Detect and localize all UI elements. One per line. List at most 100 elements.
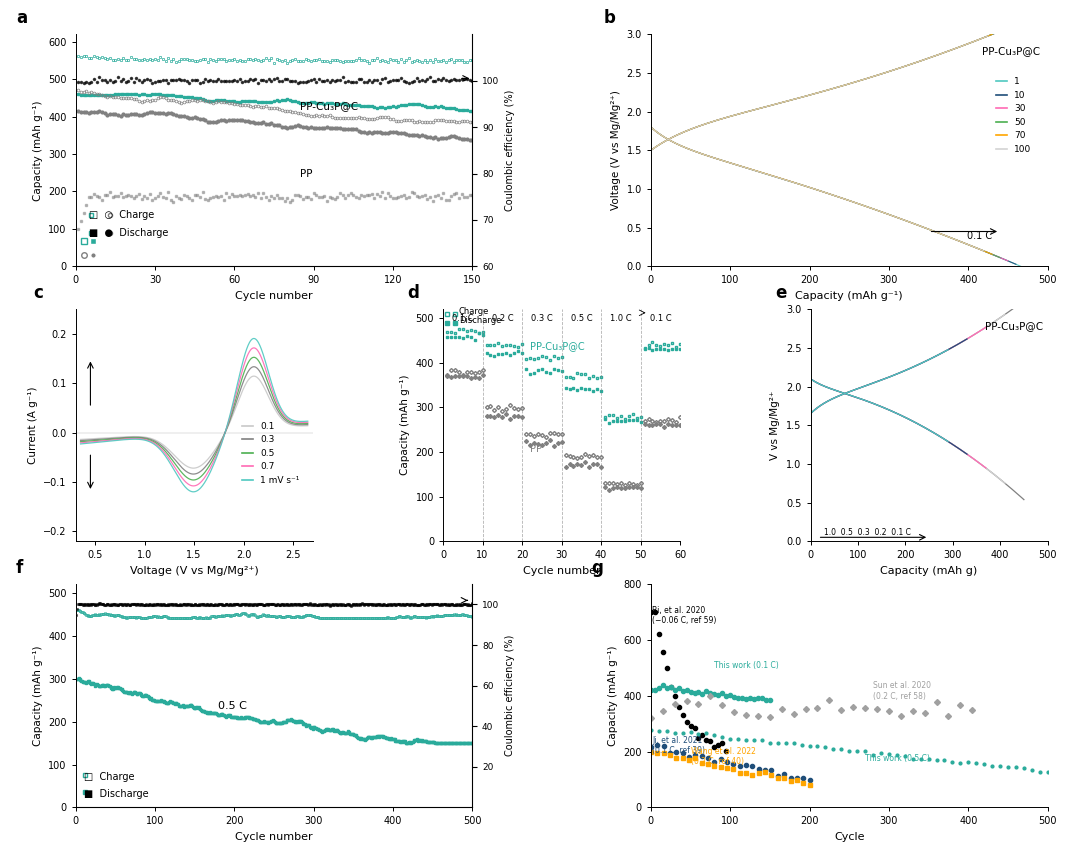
Bi, et al. 2020 [664, 682, 677, 692]
Bi, et al. 2020 [696, 730, 708, 740]
Bi, et al. 2020 [660, 663, 673, 673]
Y-axis label: Capacity (mAh g⁻¹): Capacity (mAh g⁻¹) [32, 101, 42, 200]
Sun et al. 2020 [882, 706, 895, 716]
Ji, et al. 2021 [733, 761, 746, 771]
Text: Bi, et al. 2020
(−0.06 C, ref 59): Bi, et al. 2020 (−0.06 C, ref 59) [652, 606, 717, 625]
Text: Discharge: Discharge [459, 315, 501, 325]
This work (0.1 C) [692, 687, 705, 698]
Line: This work (0.1 C): This work (0.1 C) [649, 683, 772, 702]
This work (0.1 C) [743, 693, 756, 704]
Wang et al. 2022 [720, 762, 733, 772]
X-axis label: Cycle number: Cycle number [523, 566, 600, 576]
Text: 0.1 C: 0.1 C [649, 314, 671, 323]
Wang et al. 2022 [696, 758, 708, 769]
Bi, et al. 2020 [712, 740, 725, 751]
X-axis label: Cycle: Cycle [834, 832, 864, 842]
Text: Wang et al. 2022
(0.2 C, ref 40): Wang et al. 2022 (0.2 C, ref 40) [690, 746, 755, 766]
Text: f: f [16, 559, 24, 577]
Sun et al. 2020 [657, 706, 670, 716]
Wang et al. 2022 [683, 755, 696, 765]
This work (0.5 C) [1034, 766, 1047, 777]
This work (0.1 C) [680, 685, 693, 696]
Ji, et al. 2021 [689, 750, 702, 760]
This work (0.1 C) [756, 693, 769, 704]
Line: Wang et al. 2022: Wang et al. 2022 [649, 750, 812, 788]
Bi, et al. 2020 [680, 717, 693, 728]
Wang et al. 2022 [771, 773, 784, 783]
Ji, et al. 2021 [683, 752, 696, 762]
Wang et al. 2022 [797, 777, 810, 788]
Y-axis label: Voltage (V vs Mg/Mg²⁺): Voltage (V vs Mg/Mg²⁺) [611, 90, 621, 210]
Sun et al. 2020 [942, 711, 955, 722]
Ji, et al. 2021 [645, 742, 658, 752]
Sun et al. 2020 [954, 699, 967, 710]
Bi, et al. 2020 [692, 733, 705, 743]
Bi, et al. 2020 [719, 746, 732, 756]
Text: c: c [32, 283, 43, 302]
Wang et al. 2022 [784, 776, 797, 786]
Sun et al. 2020 [680, 696, 693, 706]
Text: PP-Cu₃P@C: PP-Cu₃P@C [982, 46, 1040, 56]
Text: Charge: Charge [459, 307, 489, 316]
Sun et al. 2020 [728, 707, 741, 717]
Sun et al. 2020 [918, 708, 931, 718]
Sun et al. 2020 [847, 702, 860, 712]
Ji, et al. 2021 [702, 752, 715, 763]
Wang et al. 2022 [733, 767, 746, 777]
Text: Sun et al. 2020
(0.2 C, ref 58): Sun et al. 2020 (0.2 C, ref 58) [873, 681, 931, 701]
This work (0.1 C) [672, 683, 685, 693]
Y-axis label: Capacity (mAh g⁻¹): Capacity (mAh g⁻¹) [608, 646, 618, 746]
Wang et al. 2022 [791, 775, 804, 785]
Bi, et al. 2020 [657, 647, 670, 657]
Bi, et al. 2020 [684, 721, 697, 731]
Sun et al. 2020 [775, 704, 788, 714]
Sun et al. 2020 [870, 704, 883, 714]
Sun et al. 2020 [764, 712, 777, 722]
X-axis label: Capacity (mAh g⁻¹): Capacity (mAh g⁻¹) [796, 291, 903, 301]
This work (0.5 C) [764, 738, 777, 748]
Ji, et al. 2021 [771, 771, 784, 781]
Text: a: a [16, 9, 27, 27]
This work (0.1 C) [724, 690, 737, 700]
Sun et al. 2020 [823, 695, 836, 705]
Ji, et al. 2021 [791, 773, 804, 783]
Wang et al. 2022 [676, 752, 689, 763]
Legend: 1, 10, 30, 50, 70, 100: 1, 10, 30, 50, 70, 100 [993, 74, 1035, 157]
Text: 1.0 C: 1.0 C [610, 314, 632, 323]
This work (0.5 C) [1041, 766, 1054, 777]
This work (0.1 C) [719, 691, 732, 702]
Wang et al. 2022 [670, 753, 683, 764]
This work (0.5 C) [906, 753, 919, 764]
This work (0.1 C) [740, 693, 753, 704]
Bi, et al. 2020 [648, 606, 661, 617]
Ji, et al. 2021 [746, 761, 759, 771]
Ji, et al. 2021 [657, 741, 670, 752]
Ji, et al. 2021 [740, 760, 753, 771]
Text: 0.5 C: 0.5 C [218, 701, 247, 710]
This work (0.1 C) [707, 688, 720, 698]
Ji, et al. 2021 [651, 740, 664, 750]
This work (0.1 C) [700, 686, 713, 697]
This work (0.1 C) [660, 682, 673, 692]
Text: This work (0.5 C): This work (0.5 C) [865, 754, 930, 764]
Text: e: e [775, 283, 786, 302]
Legend: 0.1, 0.3, 0.5, 0.7, 1 mV s⁻¹: 0.1, 0.3, 0.5, 0.7, 1 mV s⁻¹ [239, 418, 303, 489]
Bi, et al. 2020 [652, 629, 665, 639]
Ji, et al. 2021 [720, 757, 733, 767]
Sun et al. 2020 [966, 704, 978, 715]
Ji, et al. 2021 [797, 772, 810, 783]
This work (0.1 C) [712, 690, 725, 700]
Y-axis label: Capacity (mAh g⁻¹): Capacity (mAh g⁻¹) [32, 646, 42, 746]
Text: □  Charge: □ Charge [83, 771, 134, 782]
Sun et al. 2020 [859, 703, 872, 713]
Bi, et al. 2020 [704, 736, 717, 746]
This work (0.1 C) [669, 685, 681, 695]
Ji, et al. 2021 [784, 773, 797, 783]
Ji, et al. 2021 [670, 746, 683, 757]
This work (0.1 C) [747, 693, 760, 704]
Text: g: g [592, 559, 604, 577]
Wang et al. 2022 [778, 773, 791, 783]
Sun et al. 2020 [704, 691, 717, 702]
X-axis label: Capacity (mAh g): Capacity (mAh g) [880, 566, 977, 576]
Ji, et al. 2021 [804, 775, 816, 785]
